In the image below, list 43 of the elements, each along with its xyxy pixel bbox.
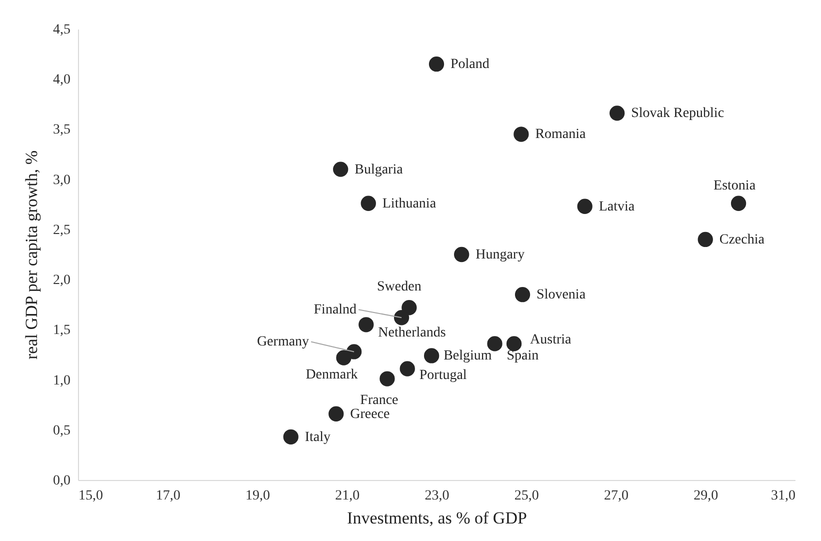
x-tick-label: 15,0 (78, 488, 103, 504)
x-axis-title: Investments, as % of GDP (347, 508, 527, 528)
x-tick-label: 27,0 (604, 488, 628, 504)
annotation: Spain (506, 348, 539, 364)
annotation: Romania (535, 127, 587, 142)
x-tick-label: 25,0 (514, 488, 539, 504)
annotation: Latvia (598, 199, 636, 214)
annotation: Germany (256, 334, 310, 350)
x-tick-label: 23,0 (424, 488, 450, 504)
y-tick-label: 2,0 (53, 273, 70, 288)
x-tick-label: 21,0 (335, 488, 360, 504)
annotation: Estonia (714, 178, 756, 194)
annotation: Finalnd (314, 302, 357, 318)
annotation: France (360, 392, 398, 408)
annotation: Poland (450, 57, 490, 72)
annotation: Slovak Republic (631, 106, 724, 122)
annotation: Netherlands (378, 326, 446, 341)
annotation: Sweden (377, 280, 422, 295)
annotation: Denmark (306, 368, 358, 383)
y-tick-label: 3,5 (53, 122, 70, 138)
annotation: Czechia (719, 232, 766, 248)
x-tick-label: 31,0 (771, 488, 796, 504)
y-tick-label: 4,0 (53, 72, 70, 88)
annotation: Austria (530, 332, 572, 348)
y-tick-label: 2,5 (53, 222, 70, 238)
x-tick-label: 19,0 (246, 488, 270, 504)
y-tick-label: 0,5 (53, 423, 70, 438)
annotation: Portugal (419, 368, 467, 383)
annotation: Italy (304, 430, 331, 445)
annotation: Hungary (476, 248, 525, 262)
y-tick-label: 4,5 (53, 22, 70, 38)
annotation: Belgium (444, 348, 492, 364)
y-axis-title: real GDP per capita growth, % (22, 150, 41, 360)
y-tick-label: 1,5 (53, 323, 70, 338)
y-tick-label: 0,0 (53, 474, 70, 488)
x-tick-label: 29,0 (694, 488, 718, 504)
annotation: Greece (350, 406, 390, 422)
annotation: Bulgaria (354, 162, 404, 178)
annotation: Slovenia (536, 288, 586, 303)
x-tick-label: 17,0 (156, 488, 180, 504)
y-tick-label: 3,0 (53, 172, 70, 188)
y-tick-label: 1,0 (53, 373, 70, 388)
annotation: Lithuania (382, 196, 437, 212)
